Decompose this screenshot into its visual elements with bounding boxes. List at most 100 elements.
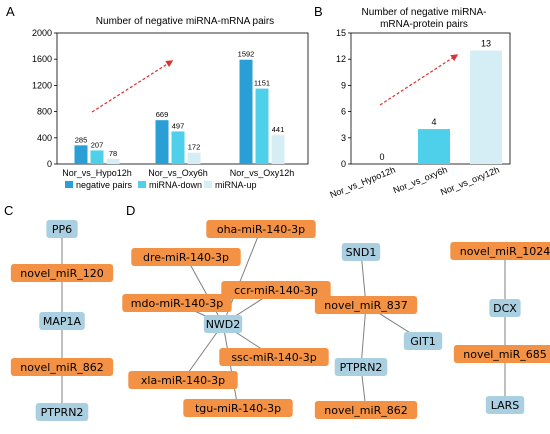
node-label: dre-miR-140-3p	[143, 251, 229, 264]
chart-b-value-label: 4	[431, 117, 436, 127]
chart-a-value-label: 441	[272, 125, 285, 134]
chart-a-value-label: 172	[188, 143, 201, 152]
node-box	[183, 399, 293, 417]
node-label: MAP1A	[43, 315, 82, 328]
chart-a-legend-label: miRNA-down	[149, 180, 202, 190]
mirna-node: novel_miR_120	[10, 264, 114, 282]
chart-b-category-label: Nor_vs_Hypo12h	[329, 165, 397, 200]
chart-b-bar	[470, 50, 502, 164]
chart-b-category-label: Nor_vs_oxy12h	[439, 165, 501, 198]
node-box	[403, 332, 443, 350]
chart-a-bar	[187, 152, 201, 164]
node-label: mdo-miR-140-3p	[131, 297, 224, 310]
node-label: GIT1	[410, 335, 436, 348]
mrna-node: NWD2	[203, 315, 243, 333]
mrna-node: PP6	[46, 220, 78, 238]
chart-a-category-label: Nor_vs_Oxy6h	[148, 168, 208, 178]
mirna-node: novel_miR_1024	[450, 242, 550, 260]
chart-b-ytick-label: 12	[336, 54, 346, 64]
network-edge	[182, 323, 224, 381]
chart-b-bars: 0 4 13	[379, 38, 502, 164]
node-label: NWD2	[206, 318, 241, 331]
chart-b: Number of negative miRNA- mRNA-protein p…	[329, 7, 511, 200]
chart-a-category-label: Nor_vs_Oxy12h	[230, 168, 295, 178]
mirna-node: tgu-miR-140-3p	[183, 399, 293, 417]
node-box	[485, 396, 525, 414]
network-nodes: PP6 novel_miR_120 MAP1A novel_miR_862 PTPRN2…	[10, 220, 550, 421]
chart-a-value-label: 669	[156, 110, 169, 119]
chart-a-value-label: 78	[109, 149, 117, 158]
chart-b-ytick-label: 15	[336, 28, 346, 38]
chart-a-trend-arrow	[91, 60, 174, 113]
chart-a-ytick-label: 1200	[32, 80, 52, 90]
mirna-node: mdo-miR-140-3p	[122, 294, 232, 312]
mirna-node: novel_miR_862	[314, 401, 418, 419]
chart-a-ytick-label: 1600	[32, 54, 52, 64]
mrna-node: PTPRN2	[334, 358, 388, 376]
chart-b-ytick-label: 0	[341, 159, 346, 169]
chart-b-value-label: 0	[379, 152, 384, 162]
chart-a-value-label: 1151	[254, 79, 270, 88]
chart-a-bar	[239, 59, 253, 164]
node-box	[221, 281, 331, 299]
node-box	[10, 264, 114, 282]
chart-a-legend-swatch	[65, 181, 73, 188]
node-label: novel_miR_1024	[460, 245, 550, 258]
chart-a: Number of negative miRNA-mRNA pairs 0 400…	[32, 16, 309, 190]
mrna-node: SND1	[341, 243, 381, 261]
node-label: xla-miR-140-3p	[141, 374, 225, 387]
node-label: ssc-miR-140-3p	[231, 351, 316, 364]
chart-a-ytick-label: 2000	[32, 28, 52, 38]
node-box	[489, 299, 521, 317]
mrna-node: LARS	[485, 396, 525, 414]
node-box	[219, 348, 329, 366]
node-label: PTPRN2	[340, 361, 383, 374]
mirna-node: novel_miR_685	[453, 345, 550, 363]
node-label: novel_miR_862	[20, 361, 103, 374]
node-label: LARS	[491, 399, 520, 412]
node-box	[122, 294, 232, 312]
panel-letter-b: B	[314, 4, 323, 19]
chart-a-value-label: 497	[172, 121, 185, 130]
node-label: PTPRN2	[41, 406, 84, 419]
node-box	[131, 248, 241, 266]
chart-a-legend-swatch	[204, 181, 212, 188]
chart-a-value-label: 207	[91, 140, 104, 149]
chart-a-title: Number of negative miRNA-mRNA pairs	[96, 16, 274, 27]
mirna-node: oha-miR-140-3p	[206, 220, 316, 238]
network-edge	[185, 256, 224, 325]
node-label: novel_miR_837	[324, 299, 407, 312]
chart-a-bar	[155, 120, 169, 164]
mirna-node: ssc-miR-140-3p	[219, 348, 329, 366]
node-box	[203, 315, 243, 333]
node-box	[46, 220, 78, 238]
chart-b-value-label: 13	[481, 38, 491, 48]
chart-b-ytick-label: 3	[341, 133, 346, 143]
node-box	[334, 358, 388, 376]
mrna-node: GIT1	[403, 332, 443, 350]
chart-a-bar	[171, 131, 185, 164]
node-label: SND1	[346, 246, 377, 259]
node-label: PP6	[52, 223, 72, 236]
node-box	[450, 242, 550, 260]
chart-a-ytick-label: 0	[47, 159, 52, 169]
chart-b-title-line-2: mRNA-protein pairs	[380, 19, 468, 30]
chart-a-legend-label: miRNA-up	[215, 180, 257, 190]
mrna-node: MAP1A	[39, 312, 85, 330]
chart-a-value-label: 1592	[238, 50, 255, 59]
chart-a-value-label: 285	[75, 135, 88, 144]
node-box	[35, 403, 89, 421]
chart-a-bar	[271, 135, 285, 164]
chart-b-ytick-label: 9	[341, 80, 346, 90]
node-box	[314, 296, 418, 314]
chart-a-ytick-label: 400	[37, 133, 52, 143]
node-label: novel_miR_862	[324, 404, 407, 417]
node-label: novel_miR_120	[20, 267, 103, 280]
chart-a-bar	[74, 145, 88, 164]
chart-b-ytick-label: 6	[341, 107, 346, 117]
chart-a-legend-label: negative pairs	[76, 180, 133, 190]
chart-b-trend-arrow	[379, 54, 459, 106]
mirna-node: novel_miR_862	[10, 358, 114, 376]
